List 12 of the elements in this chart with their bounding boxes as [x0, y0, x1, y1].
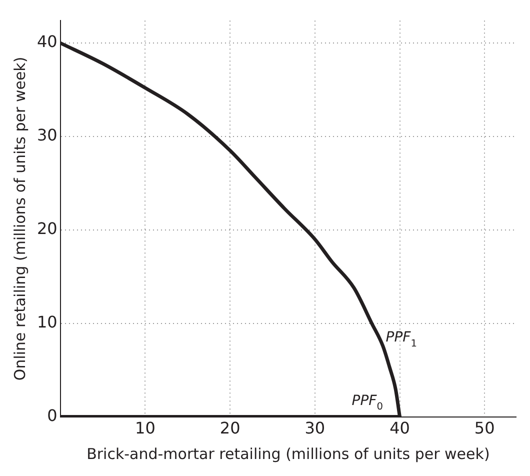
y-tick-label: 0: [47, 406, 58, 425]
x-tick-label: 20: [220, 418, 240, 438]
x-tick-label: 40: [390, 418, 410, 438]
x-axis-title: Brick-and-mortar retailing (millions of units per week): [86, 444, 490, 463]
y-tick-label: 30: [37, 126, 58, 145]
x-tick-label: 30: [304, 418, 326, 438]
x-tick-label: 50: [474, 418, 495, 438]
y-tick-label: 40: [37, 32, 58, 52]
y-tick-label: 20: [37, 219, 58, 238]
y-tick-label: 10: [37, 312, 58, 332]
y-axis-title: Online retailing (millions of units per week): [10, 56, 29, 381]
x-tick-label: 10: [135, 418, 156, 438]
